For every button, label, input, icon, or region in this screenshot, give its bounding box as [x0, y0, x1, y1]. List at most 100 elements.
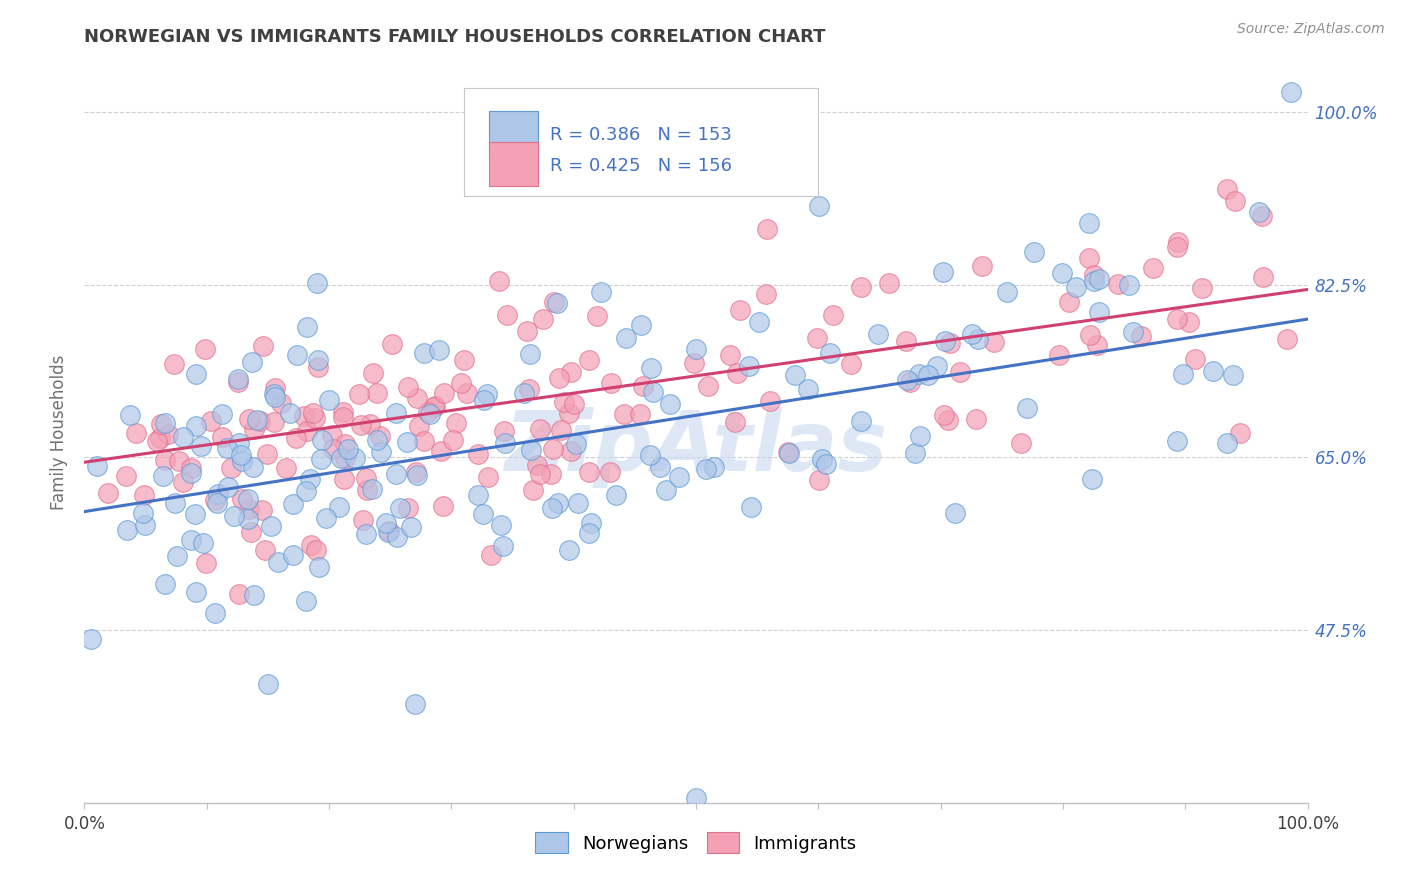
- Text: R = 0.425   N = 156: R = 0.425 N = 156: [550, 157, 733, 175]
- Point: [456, 386, 478, 401]
- Point: [917, 368, 939, 382]
- Point: [934, 408, 956, 422]
- Point: [740, 500, 762, 514]
- Point: [1083, 274, 1105, 288]
- Point: [228, 587, 250, 601]
- Point: [1191, 281, 1213, 295]
- Point: [86, 459, 108, 474]
- Point: [1222, 368, 1244, 383]
- Point: [444, 417, 467, 431]
- Point: [630, 318, 652, 332]
- Point: [492, 539, 515, 553]
- Point: [150, 417, 173, 431]
- Point: [904, 445, 927, 459]
- Point: [252, 339, 274, 353]
- Point: [851, 414, 873, 428]
- Point: [1279, 85, 1302, 99]
- Point: [1081, 472, 1104, 486]
- Point: [406, 467, 429, 482]
- Point: [591, 285, 613, 300]
- Point: [356, 483, 378, 497]
- Point: [375, 516, 398, 531]
- Point: [1173, 367, 1195, 381]
- Point: [519, 347, 541, 361]
- Point: [404, 697, 426, 711]
- Text: Source: ZipAtlas.com: Source: ZipAtlas.com: [1237, 22, 1385, 37]
- Point: [295, 483, 318, 498]
- Point: [453, 353, 475, 368]
- Point: [333, 472, 356, 486]
- Point: [231, 454, 253, 468]
- Point: [236, 512, 259, 526]
- Point: [315, 510, 337, 524]
- Point: [578, 466, 600, 480]
- Point: [186, 585, 208, 599]
- Point: [337, 442, 360, 457]
- Point: [529, 467, 551, 482]
- Point: [370, 444, 392, 458]
- Point: [1249, 204, 1271, 219]
- Point: [718, 348, 741, 362]
- Point: [614, 331, 637, 345]
- Point: [295, 594, 318, 608]
- Point: [433, 386, 456, 401]
- Point: [983, 334, 1005, 349]
- Point: [1275, 332, 1298, 346]
- Point: [222, 509, 245, 524]
- Point: [354, 527, 377, 541]
- Point: [305, 276, 328, 290]
- Point: [155, 452, 177, 467]
- Point: [267, 555, 290, 569]
- FancyBboxPatch shape: [489, 143, 538, 186]
- Point: [285, 348, 308, 362]
- Point: [1177, 315, 1199, 329]
- Point: [526, 458, 548, 473]
- Point: [441, 434, 464, 448]
- Point: [472, 392, 495, 407]
- Point: [1015, 401, 1038, 415]
- Point: [1166, 240, 1188, 254]
- Point: [496, 308, 519, 322]
- Point: [1251, 270, 1274, 285]
- Point: [243, 587, 266, 601]
- Point: [260, 518, 283, 533]
- Point: [578, 352, 600, 367]
- Point: [565, 436, 588, 450]
- Point: [550, 423, 572, 437]
- Point: [217, 480, 239, 494]
- Point: [475, 387, 498, 401]
- Point: [281, 548, 304, 562]
- Point: [949, 365, 972, 379]
- Point: [778, 446, 800, 460]
- Point: [295, 424, 318, 438]
- Point: [1229, 425, 1251, 440]
- Point: [180, 461, 202, 475]
- Point: [641, 385, 664, 400]
- Point: [228, 436, 250, 450]
- Point: [240, 525, 263, 540]
- Point: [703, 460, 725, 475]
- Point: [1166, 311, 1188, 326]
- Point: [284, 431, 307, 445]
- Point: [1083, 268, 1105, 282]
- Point: [253, 542, 276, 557]
- Point: [1064, 280, 1087, 294]
- Point: [638, 449, 661, 463]
- Point: [321, 427, 343, 442]
- Point: [398, 501, 420, 516]
- Point: [172, 475, 194, 489]
- Point: [219, 460, 242, 475]
- Point: [515, 324, 537, 338]
- Point: [755, 286, 778, 301]
- Point: [560, 443, 582, 458]
- Point: [758, 394, 780, 409]
- Point: [472, 507, 495, 521]
- Point: [318, 393, 340, 408]
- Point: [359, 417, 381, 432]
- Point: [489, 518, 512, 533]
- Point: [152, 469, 174, 483]
- Point: [936, 412, 959, 426]
- Point: [429, 444, 451, 458]
- Point: [965, 412, 987, 426]
- Point: [125, 425, 148, 440]
